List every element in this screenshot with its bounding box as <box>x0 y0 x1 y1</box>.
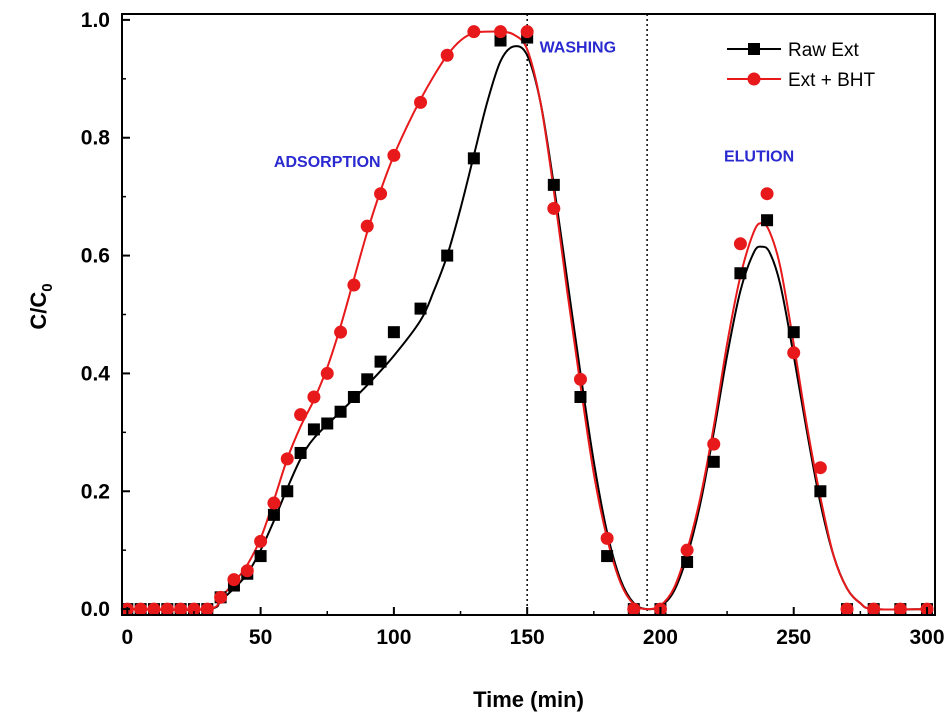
point-raw-ext <box>787 326 800 339</box>
point-ext-bht <box>627 602 641 616</box>
point-ext-bht <box>187 602 201 616</box>
point-ext-bht <box>240 564 254 578</box>
point-raw-ext <box>361 373 374 386</box>
point-ext-bht <box>280 452 294 466</box>
point-ext-bht <box>573 372 587 386</box>
y-tick-label-3: 0.6 <box>81 245 110 268</box>
point-raw-ext <box>307 423 320 436</box>
point-raw-ext <box>707 455 720 468</box>
point-raw-ext <box>281 485 294 498</box>
point-ext-bht <box>760 187 774 201</box>
point-ext-bht <box>440 48 454 62</box>
x-tick-label-150: 150 <box>510 626 545 649</box>
point-ext-bht <box>174 602 188 616</box>
annotation-adsorption: ADSORPTION <box>274 154 381 171</box>
x-tick-label-300: 300 <box>909 626 944 649</box>
point-raw-ext <box>467 152 480 165</box>
x-tick-label-50: 50 <box>249 626 272 649</box>
point-raw-ext <box>267 508 280 521</box>
point-raw-ext <box>414 302 427 315</box>
point-ext-bht <box>147 602 161 616</box>
plot-frame <box>121 13 936 616</box>
point-ext-bht <box>467 25 481 39</box>
point-ext-bht <box>387 148 401 162</box>
point-ext-bht <box>200 602 214 616</box>
point-raw-ext <box>334 405 347 418</box>
point-raw-ext <box>547 178 560 191</box>
point-ext-bht <box>334 325 348 339</box>
point-raw-ext <box>387 326 400 339</box>
point-ext-bht <box>840 602 854 616</box>
point-ext-bht <box>680 543 694 557</box>
x-tick-label-200: 200 <box>643 626 678 649</box>
point-ext-bht <box>320 366 334 380</box>
x-tick-label-100: 100 <box>376 626 411 649</box>
region-annotations: ADSORPTION WASHING ELUTION <box>274 39 794 171</box>
point-raw-ext <box>681 555 694 568</box>
point-ext-bht <box>520 25 534 39</box>
point-raw-ext <box>347 390 360 403</box>
point-ext-bht <box>893 602 907 616</box>
point-ext-bht <box>414 95 428 109</box>
y-tick-label-0: 0.0 <box>81 598 110 621</box>
point-raw-ext <box>761 214 774 227</box>
x-tick-label-0: 0 <box>121 626 133 649</box>
y-tick-label-2: 0.4 <box>81 362 111 385</box>
point-raw-ext <box>321 417 334 430</box>
point-ext-bht <box>360 219 374 233</box>
annotation-elution: ELUTION <box>724 148 794 165</box>
y-axis-title-subscript: 0 <box>39 283 56 291</box>
point-ext-bht <box>214 590 228 604</box>
y-axis-ticks: 0.0 0.2 0.4 0.6 0.8 1.0 <box>81 9 130 621</box>
point-ext-bht <box>733 237 747 251</box>
point-raw-ext <box>441 249 454 262</box>
legend: Raw Ext Ext + BHT <box>727 40 875 91</box>
legend-label-1: Ext + BHT <box>788 70 875 91</box>
y-axis-title: C/C0 <box>26 283 56 329</box>
point-ext-bht <box>707 437 721 451</box>
y-tick-label-5: 1.0 <box>81 9 110 32</box>
x-tick-label-250: 250 <box>776 626 811 649</box>
y-axis-title-main: C/C <box>26 292 51 330</box>
point-raw-ext <box>374 355 387 368</box>
point-raw-ext <box>601 550 614 563</box>
annotation-washing: WASHING <box>540 39 616 56</box>
point-ext-bht <box>867 602 881 616</box>
point-raw-ext <box>254 550 267 563</box>
point-ext-bht <box>134 602 148 616</box>
point-raw-ext <box>574 390 587 403</box>
point-ext-bht <box>547 201 561 215</box>
legend-marker-ext-bht <box>747 72 761 86</box>
phase-divider-lines <box>526 14 648 615</box>
point-raw-ext <box>814 485 827 498</box>
x-axis-ticks: 0 50 100 150 200 250 300 <box>121 607 945 649</box>
point-ext-bht <box>160 602 174 616</box>
point-ext-bht <box>267 496 281 510</box>
legend-label-0: Raw Ext <box>788 40 859 61</box>
x-axis-title: Time (min) <box>473 687 584 712</box>
point-ext-bht <box>227 573 241 587</box>
point-ext-bht <box>494 25 508 39</box>
point-raw-ext <box>294 446 307 459</box>
point-ext-bht <box>294 408 308 422</box>
point-ext-bht <box>787 346 801 360</box>
y-tick-label-4: 0.8 <box>81 127 111 150</box>
point-ext-bht <box>600 531 614 545</box>
legend-marker-raw-ext <box>748 43 760 55</box>
y-tick-label-1: 0.2 <box>81 480 110 503</box>
point-ext-bht <box>347 278 361 292</box>
point-ext-bht <box>307 390 321 404</box>
point-ext-bht <box>254 534 268 548</box>
point-raw-ext <box>494 34 507 47</box>
point-raw-ext <box>734 267 747 280</box>
point-ext-bht <box>374 187 388 201</box>
point-ext-bht <box>813 461 827 475</box>
